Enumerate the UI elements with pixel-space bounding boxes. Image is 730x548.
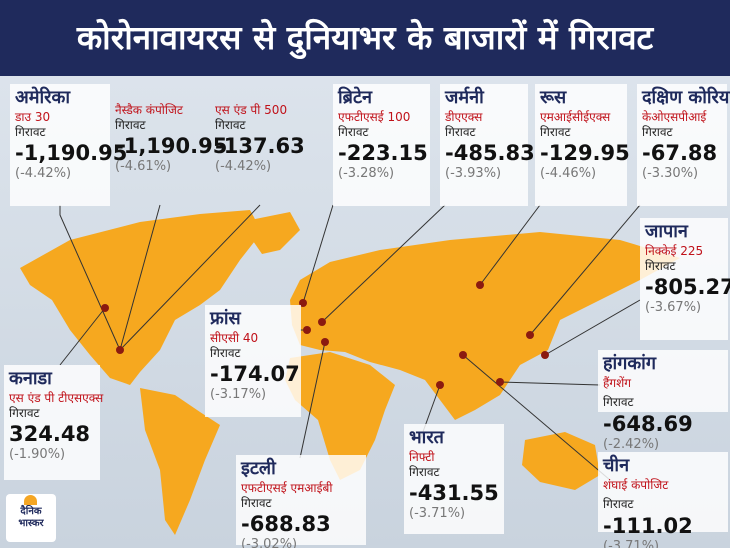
change-percent: (-2.42%): [603, 436, 660, 452]
callout-lines: [59, 204, 641, 481]
market-box: जापान निक्केई 225 गिरावट -805.27 (-3.67%): [640, 218, 730, 340]
market-box: एस एंड पी 500 गिरावट -137.63 (-4.42%): [210, 100, 310, 206]
change-percent: (-3.28%): [338, 165, 395, 181]
market-box: नैस्डैक कंपोजिट गिरावट -1,190.95 (-4.61%): [110, 100, 228, 206]
market-box: भारत निफ्टी गिरावट -431.55 (-3.71%): [404, 424, 504, 534]
south-america: [140, 388, 220, 535]
continents: [20, 210, 680, 535]
market-box: इटली एफटीएसई एमआईबी गिरावट -688.83 (-3.02%): [236, 455, 366, 548]
index-name: एस एंड पी टीएसएक्स: [9, 390, 104, 405]
market-box: रूस एमआईसीईएक्स गिरावट -129.95 (-4.46%): [535, 84, 630, 206]
change-value: -137.63: [215, 134, 305, 158]
index-name: निक्केई 225: [645, 243, 704, 258]
change-percent: (-3.71%): [603, 538, 660, 548]
country-name: जापान: [645, 221, 688, 242]
country-name: कनाडा: [9, 368, 52, 389]
change-label: गिरावट: [15, 124, 46, 139]
logo-text: भास्कर: [18, 518, 44, 529]
change-label: गिरावट: [645, 258, 676, 273]
country-name: अमेरिका: [15, 87, 71, 108]
change-label: गिरावट: [540, 124, 571, 139]
index-name: केओएसपीआई: [642, 109, 707, 124]
index-name: एमआईसीईएक्स: [540, 109, 611, 124]
change-value: -648.69: [603, 411, 693, 436]
index-name: शंघाई कंपोजिट: [603, 477, 669, 492]
change-percent: (-3.30%): [642, 165, 699, 181]
change-percent: (-4.42%): [15, 165, 72, 181]
index-name: डाउ 30: [15, 109, 51, 124]
africa: [285, 352, 395, 480]
change-percent: (-4.42%): [215, 159, 272, 175]
country-name: फ्रांस: [210, 308, 241, 329]
change-value: -111.02: [603, 513, 693, 538]
index-name: डीएएक्स: [445, 109, 483, 124]
change-label: गिरावट: [115, 118, 146, 132]
change-percent: (-1.90%): [9, 446, 66, 462]
change-value: -485.83: [445, 140, 535, 165]
country-name: भारत: [409, 427, 444, 448]
change-percent: (-3.71%): [409, 505, 466, 521]
change-label: गिरावट: [603, 496, 634, 511]
country-name: इटली: [241, 458, 276, 479]
logo: दैनिक भास्कर: [6, 494, 56, 542]
country-name: रूस: [540, 87, 567, 108]
country-name: चीन: [603, 455, 630, 476]
market-box: ब्रिटेन एफटीएसई 100 गिरावट -223.15 (-3.28%): [333, 84, 430, 206]
change-label: गिरावट: [642, 124, 673, 139]
title: कोरोनावायरस से दुनियाभर के बाजारों में ग…: [0, 0, 730, 76]
country-name: ब्रिटेन: [338, 87, 373, 108]
change-label: गिरावट: [445, 124, 476, 139]
country-name: हांगकांग: [603, 353, 656, 374]
change-label: गिरावट: [338, 124, 369, 139]
index-name: हैंगशेंग: [603, 375, 632, 390]
eurasia: [290, 232, 680, 420]
greenland: [240, 212, 300, 254]
market-box: अमेरिका डाउ 30 गिरावट -1,190.95 (-4.42%): [10, 84, 128, 206]
change-label: गिरावट: [603, 394, 634, 409]
change-percent: (-3.93%): [445, 165, 502, 181]
change-percent: (-3.67%): [645, 299, 702, 315]
index-name: एफटीएसई एमआईबी: [241, 480, 333, 495]
change-percent: (-4.46%): [540, 165, 597, 181]
country-name: जर्मनी: [445, 87, 484, 108]
change-percent: (-3.17%): [210, 386, 267, 402]
market-box: हांगकांग हैंगशेंग गिरावट -648.69 (-2.42%): [598, 350, 728, 452]
change-value: -67.88: [642, 140, 718, 165]
market-box: चीन शंघाई कंपोजिट गिरावट -111.02 (-3.71%): [598, 452, 728, 548]
index-name: एफटीएसई 100: [338, 109, 411, 124]
market-box: फ्रांस सीएसी 40 गिरावट -174.07 (-3.17%): [205, 305, 301, 417]
index-name: नैस्डैक कंपोजिट: [115, 103, 183, 117]
change-value: 324.48: [9, 421, 91, 446]
logo-text: दैनिक: [20, 506, 42, 517]
change-value: -174.07: [210, 361, 300, 386]
change-label: गिरावट: [210, 345, 241, 360]
change-value: -805.27: [645, 274, 730, 299]
index-name: सीएसी 40: [210, 330, 259, 345]
north-america: [20, 210, 262, 385]
change-value: -431.55: [409, 480, 499, 505]
country-name: दक्षिण कोरिया: [642, 87, 730, 108]
market-box: जर्मनी डीएएक्स गिरावट -485.83 (-3.93%): [440, 84, 535, 206]
change-value: -129.95: [540, 140, 630, 165]
change-label: गिरावट: [409, 464, 440, 479]
change-label: गिरावट: [241, 495, 272, 510]
change-percent: (-4.61%): [115, 159, 172, 175]
market-box: कनाडा एस एंड पी टीएसएक्स गिरावट 324.48 (-1.9…: [4, 365, 104, 480]
change-value: -688.83: [241, 511, 331, 536]
change-value: -1,190.95: [115, 134, 228, 158]
change-label: गिरावट: [9, 405, 40, 420]
index-name: एस एंड पी 500: [215, 103, 288, 117]
australia: [522, 432, 600, 490]
change-percent: (-3.02%): [241, 536, 298, 548]
market-box: दक्षिण कोरिया केओएसपीआई गिरावट -67.88 (-3.30…: [637, 84, 730, 206]
index-name: निफ्टी: [409, 449, 435, 464]
change-label: गिरावट: [215, 118, 246, 132]
change-value: -1,190.95: [15, 140, 128, 165]
market-dots: [101, 281, 549, 389]
change-value: -223.15: [338, 140, 428, 165]
